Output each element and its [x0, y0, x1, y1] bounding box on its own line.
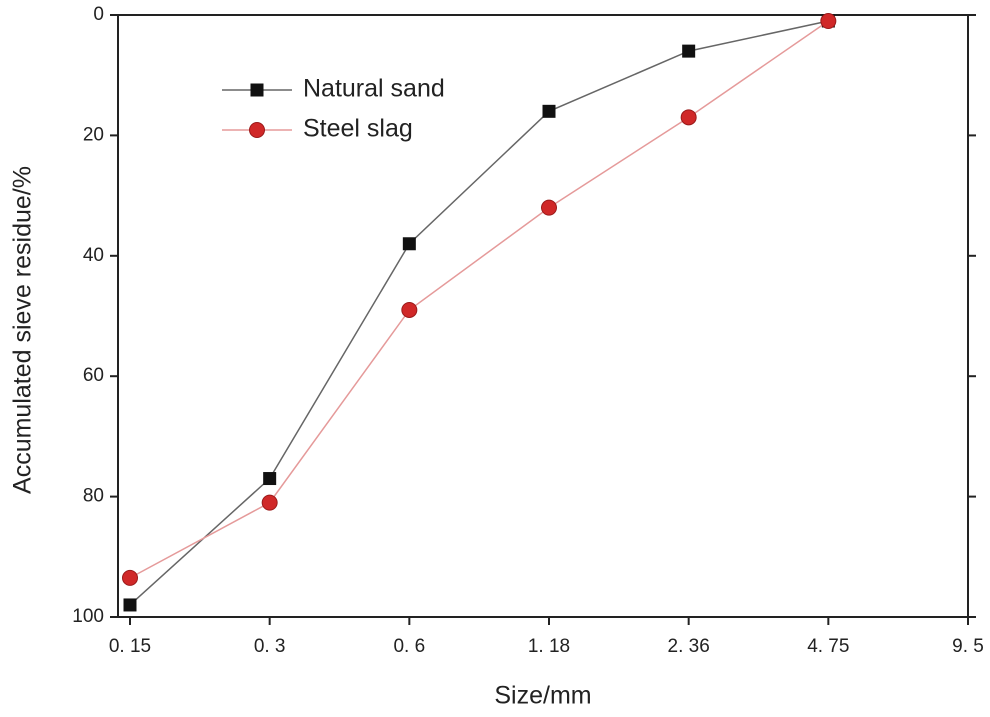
x-tick-label: 0. 3: [254, 636, 286, 657]
marker: [402, 237, 416, 251]
y-tick-label: 80: [83, 486, 104, 507]
marker: [542, 104, 556, 118]
marker: [682, 44, 696, 58]
y-tick-label: 60: [83, 365, 104, 386]
marker: [123, 598, 137, 612]
legend-label: Natural sand: [303, 75, 445, 103]
marker: [249, 122, 265, 138]
series-line: [129, 20, 829, 606]
y-tick-label: 20: [83, 124, 104, 145]
marker: [261, 494, 278, 511]
plot-frame: [117, 14, 969, 618]
marker: [401, 301, 418, 318]
x-tick-label: 2. 36: [668, 636, 710, 657]
legend-label: Steel slag: [303, 115, 413, 143]
y-axis-label: Accumulated sieve residue/%: [9, 166, 37, 494]
x-tick-label: 4. 75: [807, 636, 849, 657]
marker: [122, 569, 138, 586]
y-tick-label: 0: [93, 4, 104, 25]
series-line: [129, 20, 829, 579]
y-tick-label: 40: [83, 245, 104, 266]
y-tick-label: 100: [72, 606, 104, 627]
x-axis-label: Size/mm: [494, 682, 591, 710]
x-tick-label: 0. 6: [393, 636, 425, 657]
marker: [263, 472, 277, 486]
x-tick-label: 0. 15: [109, 636, 151, 657]
marker: [680, 109, 697, 126]
marker: [820, 13, 837, 30]
marker: [541, 199, 557, 216]
marker: [250, 83, 264, 97]
x-tick-label: 1. 18: [528, 636, 570, 657]
x-tick-label: 9. 5: [952, 636, 984, 657]
